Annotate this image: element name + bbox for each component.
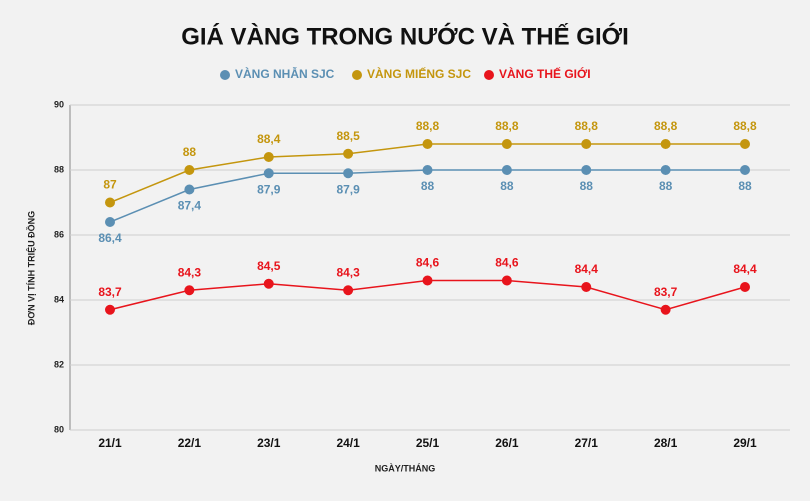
data-point (501, 165, 512, 175)
data-label: 88,8 (495, 119, 519, 133)
x-tick-label: 25/1 (416, 436, 440, 450)
data-label: 84,3 (178, 265, 202, 279)
x-tick-label: 26/1 (495, 436, 519, 450)
data-point (343, 285, 354, 296)
data-point (581, 139, 592, 149)
y-tick-label: 90 (54, 99, 64, 109)
legend-marker (220, 70, 230, 80)
data-label: 88,8 (654, 119, 678, 133)
data-point (501, 275, 512, 286)
data-label: 84,4 (733, 262, 757, 276)
y-tick-label: 84 (54, 294, 64, 304)
data-point (263, 278, 274, 289)
data-label: 88,8 (416, 119, 440, 133)
x-tick-label: 28/1 (654, 436, 678, 450)
data-label: 84,6 (495, 256, 519, 270)
data-point (343, 168, 354, 179)
y-tick-label: 88 (54, 164, 64, 174)
data-label: 86,4 (98, 231, 122, 245)
data-label: 88,4 (257, 132, 281, 146)
x-tick-label: 24/1 (336, 436, 360, 450)
y-tick-label: 80 (54, 424, 64, 434)
x-tick-label: 22/1 (178, 436, 202, 450)
legend-marker (484, 70, 494, 80)
x-axis-label: NGÀY/THÁNG (375, 463, 436, 473)
data-label: 84,4 (575, 262, 599, 276)
legend-label: VÀNG MIẾNG SJC (367, 66, 471, 81)
y-tick-label: 82 (54, 359, 64, 369)
data-label: 88 (659, 179, 673, 193)
data-point (740, 282, 750, 292)
x-tick-label: 27/1 (575, 436, 599, 450)
data-point (184, 285, 195, 296)
y-axis-label: ĐƠN VỊ TÍNH TRIỆU ĐỒNG (25, 211, 36, 325)
data-label: 84,5 (257, 259, 281, 273)
data-label: 88 (500, 179, 514, 193)
x-tick-label: 29/1 (733, 436, 757, 450)
data-label: 88,8 (575, 119, 599, 133)
data-label: 88,8 (733, 119, 757, 133)
data-label: 88 (183, 145, 197, 159)
data-label: 88,5 (336, 129, 360, 143)
legend-label: VÀNG THẾ GIỚI (499, 66, 591, 81)
data-point (343, 148, 354, 159)
data-label: 84,6 (416, 256, 440, 270)
data-point (263, 152, 274, 162)
data-point (105, 304, 115, 315)
data-label: 84,3 (336, 265, 360, 279)
data-point (581, 282, 592, 292)
data-label: 83,7 (98, 285, 122, 299)
legend-marker (352, 70, 362, 80)
data-point (422, 275, 433, 286)
data-point (740, 165, 750, 175)
data-point (422, 165, 433, 175)
data-point (184, 165, 195, 175)
data-label: 87,4 (178, 199, 202, 213)
legend-label: VÀNG NHẪN SJC (235, 66, 335, 81)
y-tick-label: 86 (54, 229, 64, 239)
data-point (581, 165, 592, 175)
x-tick-label: 21/1 (98, 436, 122, 450)
x-tick-label: 23/1 (257, 436, 281, 450)
data-point (660, 139, 671, 149)
data-label: 88 (738, 179, 752, 193)
data-point (105, 197, 115, 208)
data-label: 88 (421, 179, 435, 193)
data-label: 83,7 (654, 285, 678, 299)
data-label: 87,9 (257, 182, 281, 196)
data-point (263, 168, 274, 179)
data-point (660, 165, 671, 175)
data-point (105, 217, 115, 227)
data-point (660, 304, 671, 315)
data-label: 88 (580, 179, 594, 193)
data-point (740, 139, 750, 149)
data-label: 87 (103, 178, 117, 192)
data-label: 87,9 (336, 182, 360, 196)
data-point (184, 184, 195, 195)
chart-title: GIÁ VÀNG TRONG NƯỚC VÀ THẾ GIỚI (181, 22, 629, 50)
data-point (501, 139, 512, 149)
data-point (422, 139, 433, 149)
